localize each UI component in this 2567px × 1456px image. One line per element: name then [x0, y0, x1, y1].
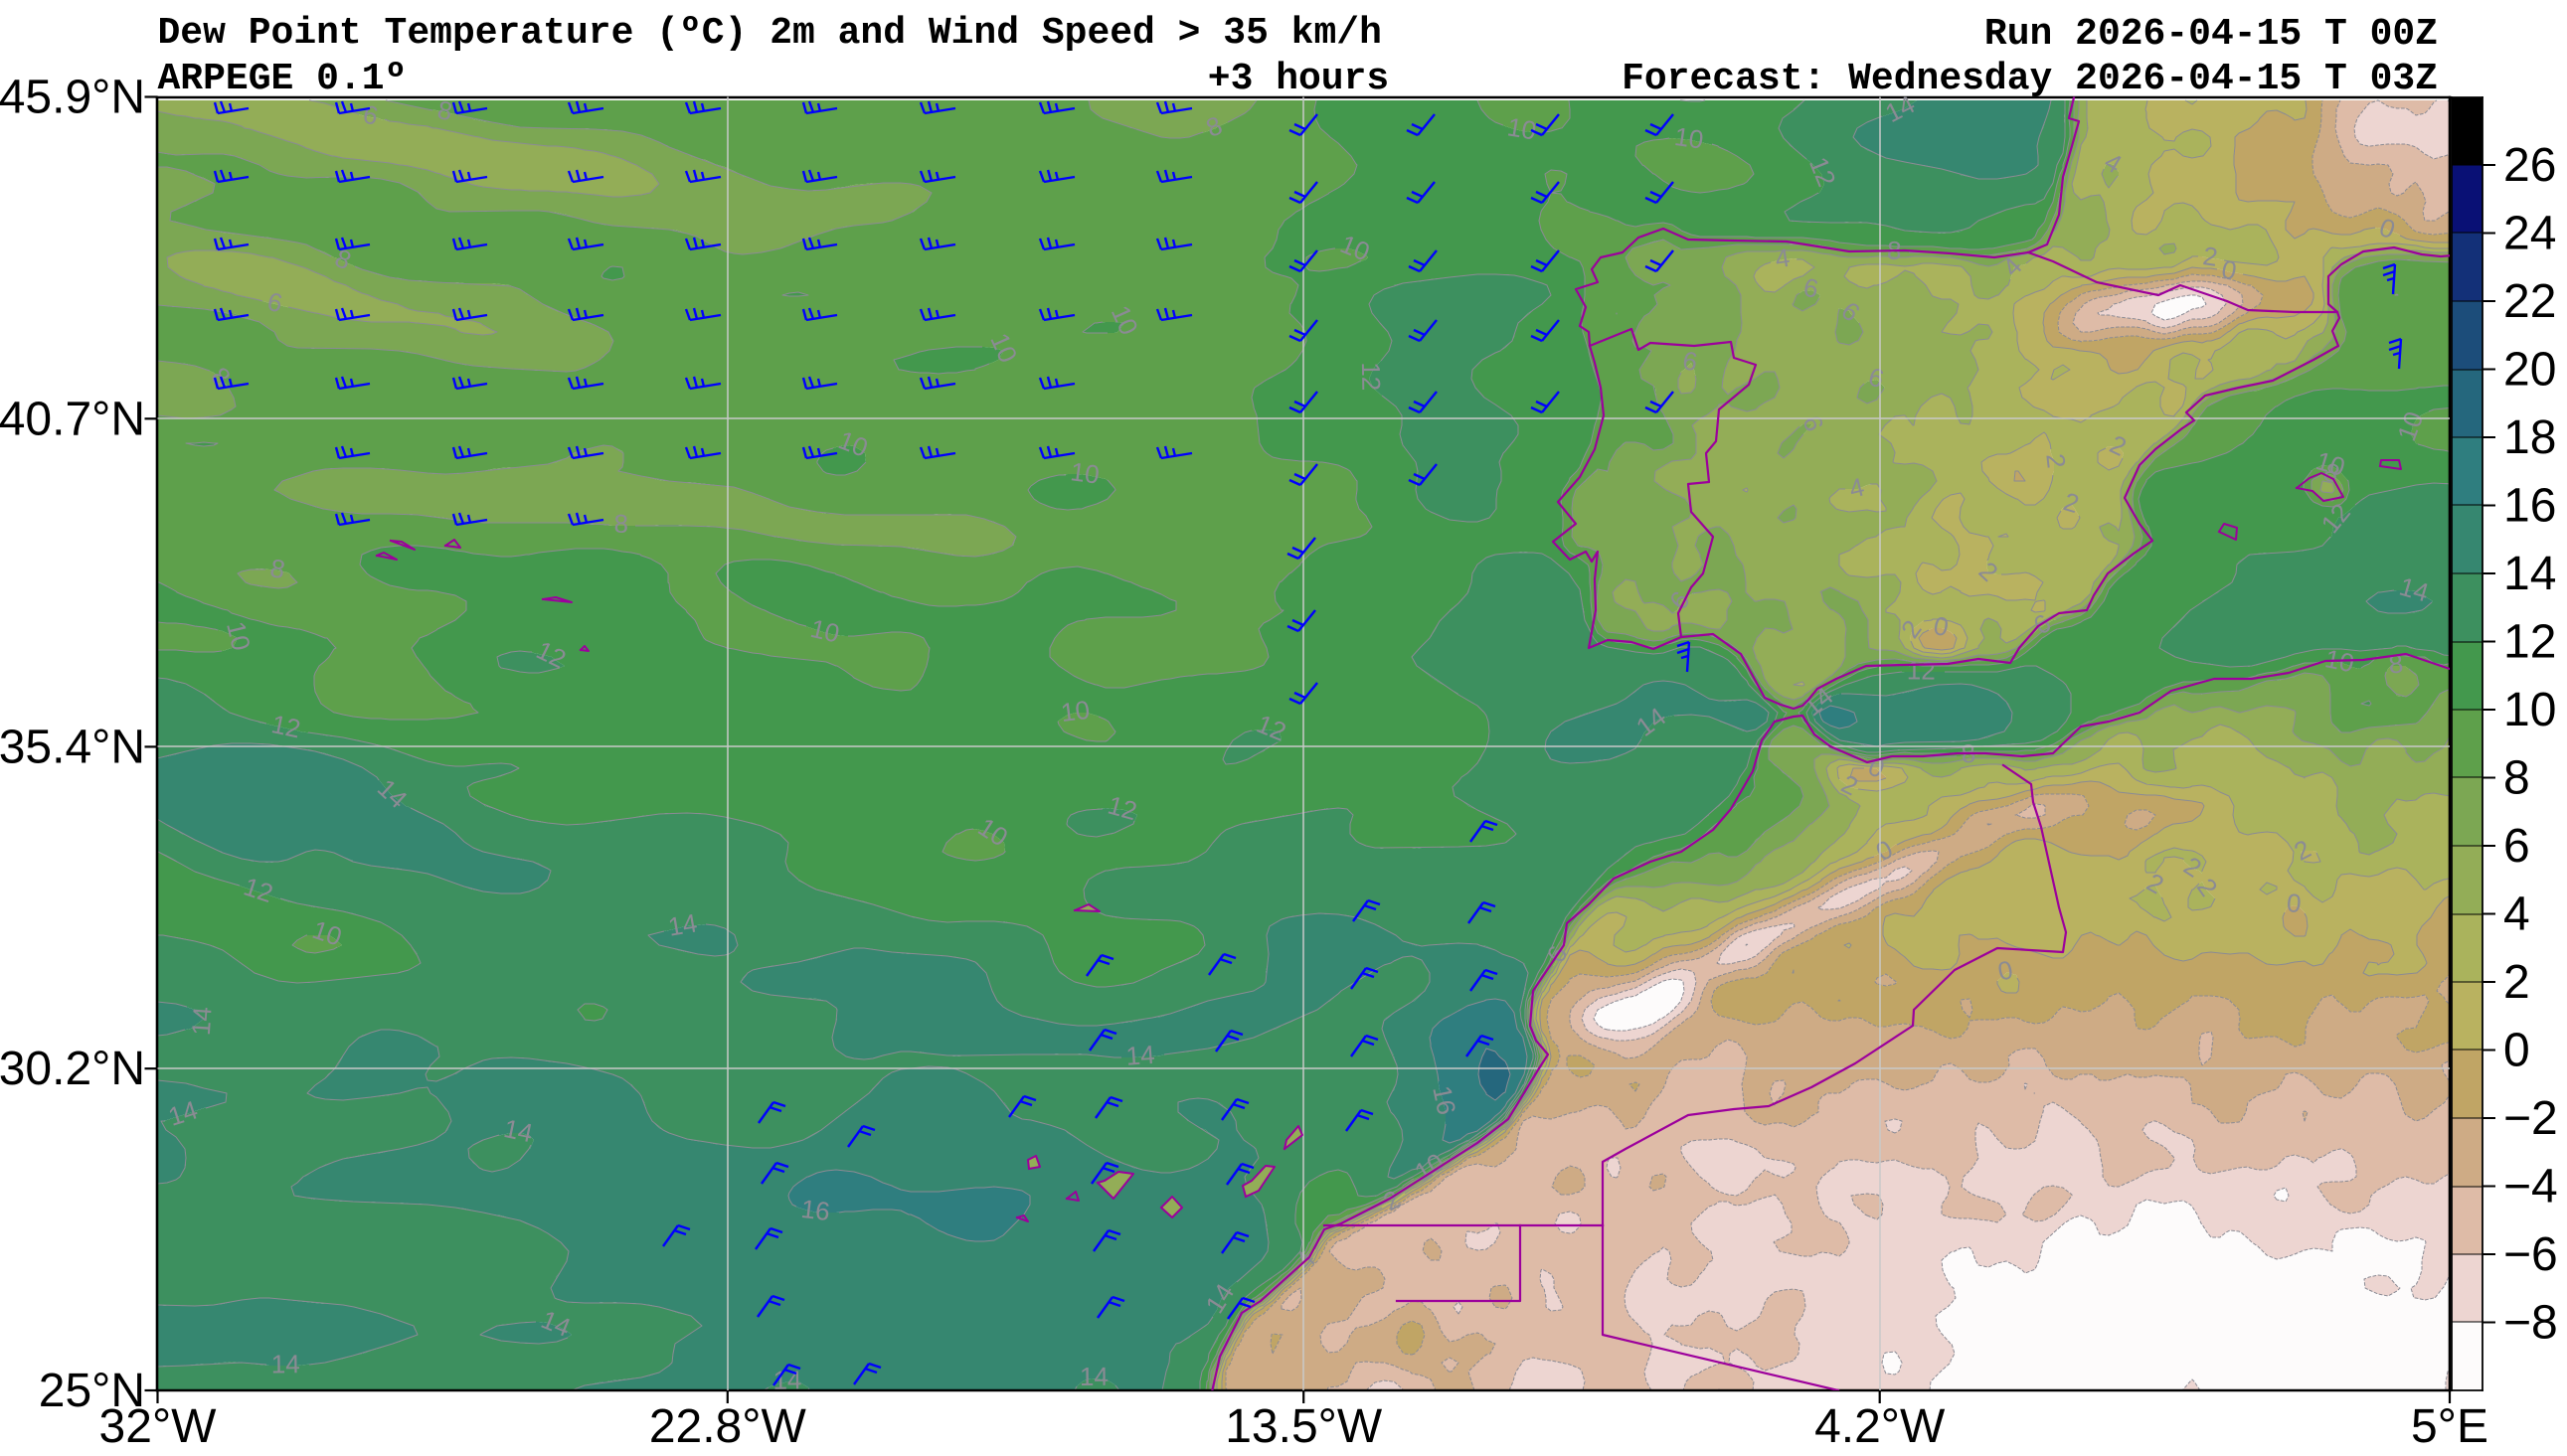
svg-text:16: 16 [2503, 480, 2556, 533]
svg-text:6: 6 [2503, 820, 2530, 873]
svg-text:20: 20 [2503, 344, 2556, 397]
svg-text:35.4°N: 35.4°N [0, 721, 145, 773]
svg-text:16: 16 [1427, 1083, 1461, 1117]
svg-text:12: 12 [2503, 616, 2556, 669]
svg-text:12: 12 [1356, 362, 1386, 391]
svg-text:32°W: 32°W [99, 1400, 218, 1453]
svg-text:12: 12 [1907, 655, 1936, 685]
svg-text:0: 0 [1931, 610, 1951, 642]
svg-text:12: 12 [268, 709, 302, 743]
svg-text:0: 0 [2219, 253, 2239, 285]
svg-text:Dew Point Temperature (ºC) 2m: Dew Point Temperature (ºC) 2m and Wind S… [158, 12, 1382, 55]
svg-text:10: 10 [807, 613, 842, 649]
svg-text:45.9°N: 45.9°N [0, 72, 145, 124]
svg-text:22: 22 [2503, 275, 2556, 328]
svg-text:5°E: 5°E [2411, 1400, 2488, 1453]
svg-text:8: 8 [2503, 752, 2530, 805]
svg-text:6: 6 [1680, 345, 1699, 377]
svg-text:Forecast: Wednesday 2026-04-15: Forecast: Wednesday 2026-04-15 T 03Z [1622, 58, 2438, 100]
svg-text:10: 10 [2503, 684, 2556, 736]
svg-text:2: 2 [2201, 241, 2220, 272]
svg-text:6: 6 [1801, 272, 1821, 304]
svg-text:40.7°N: 40.7°N [0, 393, 145, 445]
svg-text:2: 2 [2503, 956, 2530, 1009]
svg-text:10: 10 [1672, 121, 1705, 155]
svg-text:6: 6 [361, 98, 382, 130]
svg-text:4: 4 [1773, 243, 1792, 274]
svg-text:8: 8 [267, 553, 287, 584]
svg-text:10: 10 [1059, 695, 1091, 728]
svg-text:10: 10 [1505, 111, 1538, 145]
svg-text:14: 14 [501, 1113, 535, 1148]
svg-text:4.2°W: 4.2°W [1814, 1400, 1946, 1453]
svg-text:14: 14 [271, 1349, 300, 1378]
svg-text:−8: −8 [2503, 1297, 2558, 1350]
svg-text:30.2°N: 30.2°N [0, 1043, 145, 1095]
svg-text:4: 4 [2503, 889, 2530, 941]
svg-text:8: 8 [435, 94, 455, 126]
svg-text:10: 10 [221, 618, 257, 653]
svg-text:14: 14 [666, 907, 700, 941]
svg-text:8: 8 [2387, 648, 2404, 679]
svg-text:14: 14 [1125, 1040, 1156, 1071]
svg-text:+3 hours: +3 hours [1208, 58, 1389, 100]
svg-text:8: 8 [613, 509, 628, 539]
svg-text:6: 6 [264, 286, 285, 318]
svg-text:ARPEGE 0.1º: ARPEGE 0.1º [158, 58, 408, 100]
svg-text:−4: −4 [2503, 1161, 2558, 1213]
svg-text:25°N: 25°N [39, 1365, 145, 1417]
svg-text:13.5°W: 13.5°W [1225, 1400, 1383, 1453]
svg-text:−6: −6 [2503, 1228, 2558, 1281]
svg-text:0: 0 [1995, 954, 2016, 986]
svg-text:0: 0 [2503, 1025, 2530, 1077]
svg-text:14: 14 [186, 1006, 218, 1037]
svg-text:14: 14 [2503, 548, 2556, 600]
svg-text:26: 26 [2503, 139, 2556, 192]
svg-text:14: 14 [1080, 1362, 1109, 1391]
svg-text:10: 10 [1069, 456, 1102, 489]
svg-text:24: 24 [2503, 208, 2556, 260]
svg-text:2: 2 [2040, 452, 2071, 470]
svg-text:18: 18 [2503, 411, 2556, 464]
svg-text:0: 0 [2286, 888, 2303, 918]
svg-text:22.8°W: 22.8°W [649, 1400, 807, 1453]
svg-text:−2: −2 [2503, 1092, 2558, 1145]
svg-text:Run 2026-04-15 T 00Z: Run 2026-04-15 T 00Z [1984, 13, 2438, 56]
svg-text:4: 4 [1846, 471, 1867, 504]
svg-text:16: 16 [799, 1194, 831, 1226]
